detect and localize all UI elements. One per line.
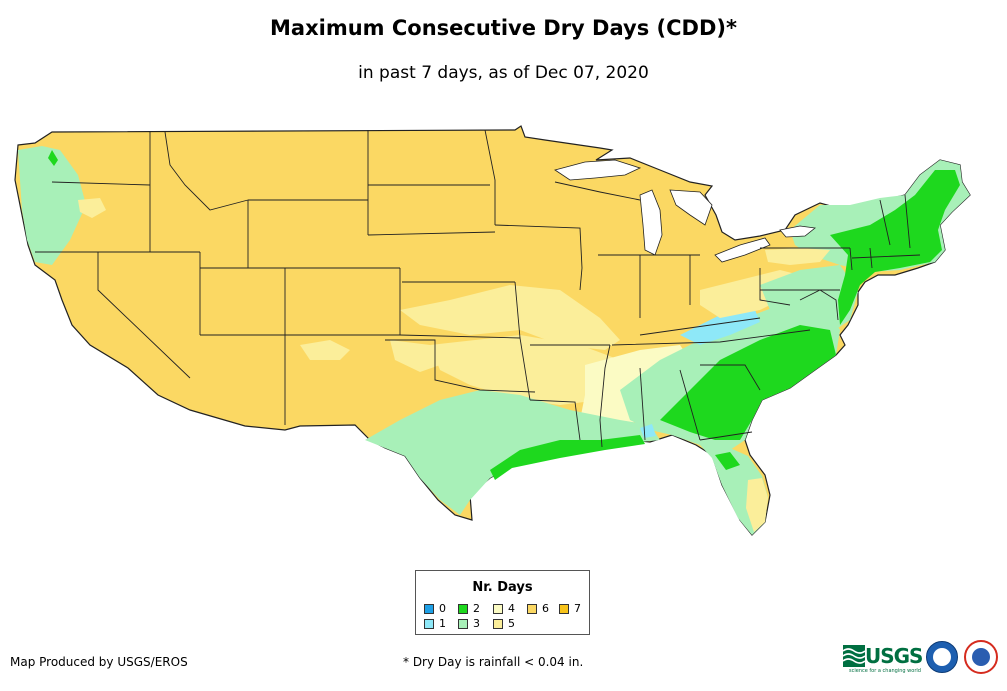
region-gulf-coast-2 (490, 435, 645, 480)
region-ny-light (765, 248, 830, 265)
legend-label-3: 3 (473, 617, 480, 630)
legend-label-1: 1 (439, 617, 446, 630)
region-central-plains-5 (400, 285, 620, 350)
noaa-logo (926, 641, 958, 673)
lake-michigan (639, 189, 663, 256)
legend-item-3: 3 (458, 618, 480, 630)
legend-swatch-0 (424, 604, 434, 614)
state-boundaries (35, 129, 921, 448)
legend-swatch-5 (493, 619, 503, 629)
region-oklahoma-5 (390, 340, 440, 372)
legend-item-7: 7 (559, 603, 581, 615)
legend-swatch-3 (458, 619, 468, 629)
lake-erie (714, 237, 771, 263)
region-new-mexico-5 (300, 340, 350, 360)
lake-superior (554, 159, 642, 181)
region-southeast-2 (660, 325, 836, 440)
map-subtitle: in past 7 days, as of Dec 07, 2020 (358, 63, 649, 83)
legend-title: Nr. Days (472, 580, 533, 595)
lake-ontario (779, 225, 816, 238)
legend: Nr. Days 0 1 2 3 4 5 6 7 (415, 570, 590, 635)
usgs-wave-icon (843, 645, 865, 667)
usgs-wordmark: USGS (865, 644, 923, 668)
dry-day-footnote: * Dry Day is rainfall < 0.04 in. (403, 655, 584, 669)
legend-item-1: 1 (424, 618, 446, 630)
region-northeast-2 (830, 170, 960, 325)
region-pacific-nw-3 (18, 146, 86, 265)
legend-label-6: 6 (542, 602, 549, 615)
region-florida-5 (746, 478, 768, 532)
noaa-gull-icon (933, 648, 951, 666)
producer-credit: Map Produced by USGS/EROS (10, 655, 188, 669)
nws-logo (964, 640, 998, 674)
legend-swatch-1 (424, 619, 434, 629)
region-nevada-light (78, 198, 106, 218)
legend-swatch-4 (493, 604, 503, 614)
legend-item-5: 5 (493, 618, 515, 630)
legend-swatch-2 (458, 604, 468, 614)
legend-label-2: 2 (473, 602, 480, 615)
map-title: Maximum Consecutive Dry Days (CDD)* (270, 16, 737, 40)
legend-label-4: 4 (508, 602, 515, 615)
region-tennessee-1 (680, 310, 760, 345)
legend-item-6: 6 (527, 603, 549, 615)
usgs-tagline: science for a changing world (849, 668, 921, 674)
legend-item-2: 2 (458, 603, 480, 615)
legend-label-0: 0 (439, 602, 446, 615)
region-florida-2 (715, 452, 740, 470)
legend-label-7: 7 (574, 602, 581, 615)
legend-item-4: 4 (493, 603, 515, 615)
usgs-logo: USGS science for a changing world (843, 641, 923, 674)
legend-swatch-6 (527, 604, 537, 614)
legend-swatch-7 (559, 604, 569, 614)
nws-seal-icon (972, 648, 990, 666)
region-mid-atlantic-3 (760, 265, 858, 330)
lake-huron (669, 189, 713, 226)
region-pacific-nw-2 (48, 150, 58, 166)
legend-item-0: 0 (424, 603, 446, 615)
region-gulf-coast-3 (365, 390, 660, 515)
us-dry-days-map (14, 125, 971, 536)
legend-label-5: 5 (508, 617, 515, 630)
